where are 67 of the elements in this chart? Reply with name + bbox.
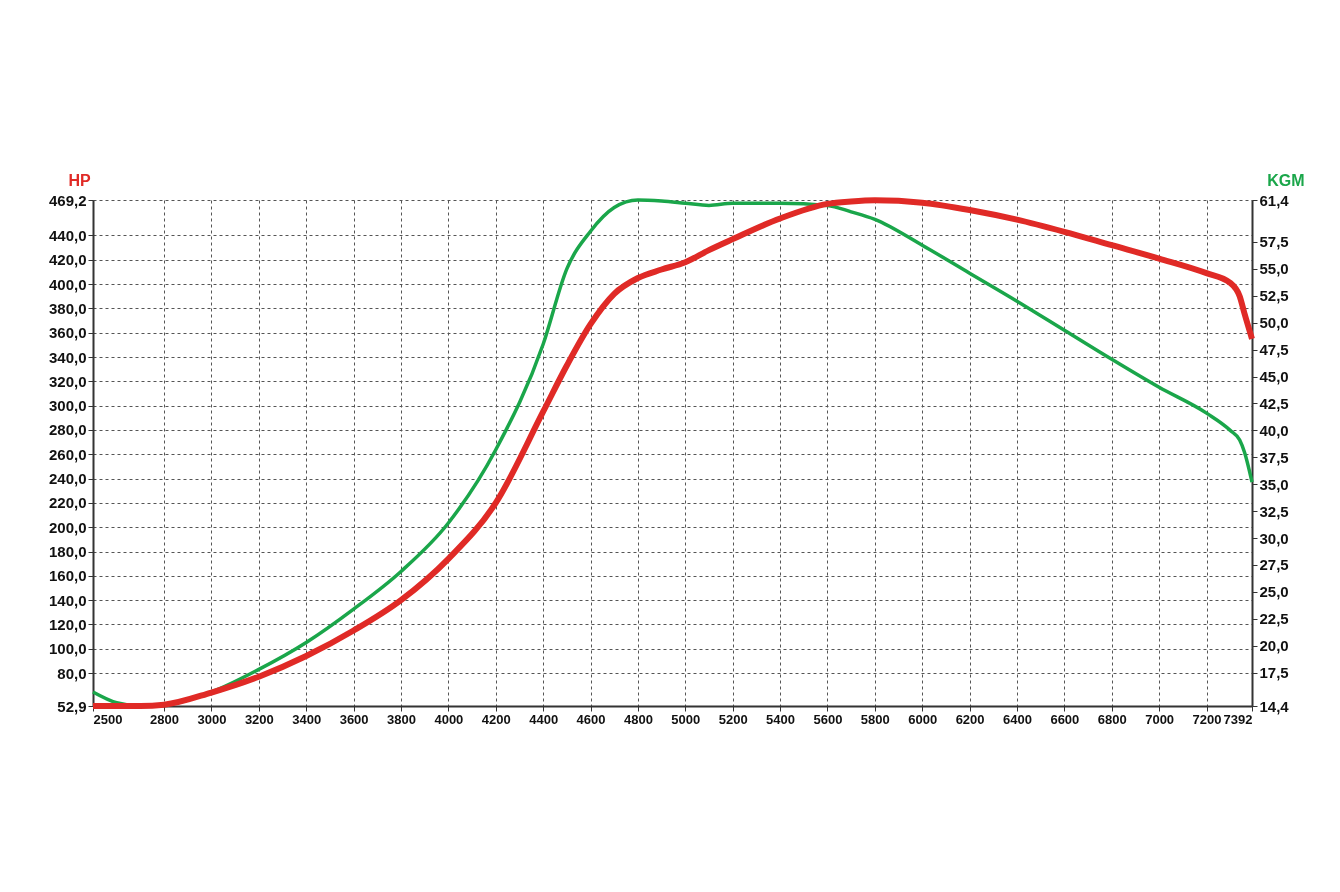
x-tick-label: 3200 (244, 711, 274, 727)
y2-axis-title: KGM (1267, 171, 1305, 189)
y-axis-title: HP (68, 171, 92, 189)
x-tick-label: 6600 (1050, 711, 1080, 727)
y2-tick-label: 32,5 (1259, 502, 1289, 520)
x-tick-label: 6000 (908, 711, 938, 727)
y2-tick-label: 50,0 (1259, 314, 1289, 332)
x-tick-label: 4800 (623, 711, 653, 727)
y-tick-label: 80,0 (57, 664, 87, 682)
x-tick-label: 6200 (955, 711, 985, 727)
y-tick-label: 240,0 (48, 470, 87, 488)
x-tick-label: 3600 (339, 711, 369, 727)
x-tick-label: 5000 (671, 711, 701, 727)
x-tick-label: 2800 (150, 711, 180, 727)
y-tick-label: 180,0 (48, 543, 87, 561)
y-tick-label: 380,0 (48, 299, 87, 317)
y2-tick-label: 17,5 (1259, 664, 1289, 682)
y-tick-label: 420,0 (48, 251, 87, 269)
x-tick-label: 3000 (197, 711, 227, 727)
x-tick-label: 2500 (93, 711, 123, 727)
y-tick-label: 440,0 (48, 226, 87, 244)
y2-tick-label: 30,0 (1259, 529, 1289, 547)
x-tick-label: 5400 (766, 711, 796, 727)
x-tick-label: 4000 (434, 711, 464, 727)
y2-tick-label: 61,4 (1259, 191, 1290, 209)
y2-tick-label: 45,0 (1259, 368, 1289, 386)
y-tick-label: 220,0 (48, 494, 87, 512)
y2-tick-label: 55,0 (1259, 260, 1289, 278)
y-tick-label: 260,0 (48, 445, 87, 463)
y2-tick-label: 42,5 (1259, 394, 1289, 412)
y-tick-label: 300,0 (48, 397, 87, 415)
y2-tick-label: 57,5 (1259, 233, 1289, 251)
y2-tick-label: 25,0 (1259, 583, 1289, 601)
y2-tick-label: 22,5 (1259, 610, 1289, 628)
y-tick-label: 360,0 (48, 324, 87, 342)
y2-tick-label: 40,0 (1259, 421, 1289, 439)
y-tick-label: 469,2 (48, 191, 87, 209)
y2-tick-label: 37,5 (1259, 448, 1289, 466)
x-tick-label: 6800 (1097, 711, 1127, 727)
x-tick-label: 4200 (481, 711, 511, 727)
y2-tick-label: 14,4 (1259, 697, 1290, 715)
y2-tick-label: 52,5 (1259, 287, 1289, 305)
x-tick-label: 6400 (1003, 711, 1032, 727)
x-tick-label: 7000 (1145, 711, 1175, 727)
y-tick-label: 340,0 (48, 348, 87, 366)
x-tick-label: 3800 (387, 711, 416, 727)
x-tick-label: 7200 (1192, 711, 1222, 727)
x-tick-label: 5600 (813, 711, 843, 727)
y-tick-label: 160,0 (48, 567, 87, 585)
y-tick-label: 100,0 (48, 640, 87, 658)
y2-tick-label: 20,0 (1259, 637, 1289, 655)
x-tick-label: 4400 (529, 711, 559, 727)
y-tick-label: 320,0 (48, 372, 87, 390)
x-tick-label: 4600 (576, 711, 606, 727)
y-tick-label: 280,0 (48, 421, 87, 439)
y2-tick-label: 27,5 (1259, 556, 1289, 574)
x-tick-label: 5200 (718, 711, 748, 727)
x-tick-label: 5800 (860, 711, 890, 727)
y-tick-label: 52,9 (57, 697, 87, 715)
y-tick-label: 400,0 (48, 275, 87, 293)
x-tick-label: 3400 (292, 711, 322, 727)
y2-tick-label: 35,0 (1259, 475, 1289, 493)
x-tick-label: 7392 (1223, 711, 1253, 727)
y-tick-label: 200,0 (48, 518, 87, 536)
y-tick-label: 120,0 (48, 615, 87, 633)
y2-tick-label: 47,5 (1259, 341, 1289, 359)
y-tick-label: 140,0 (48, 591, 87, 609)
